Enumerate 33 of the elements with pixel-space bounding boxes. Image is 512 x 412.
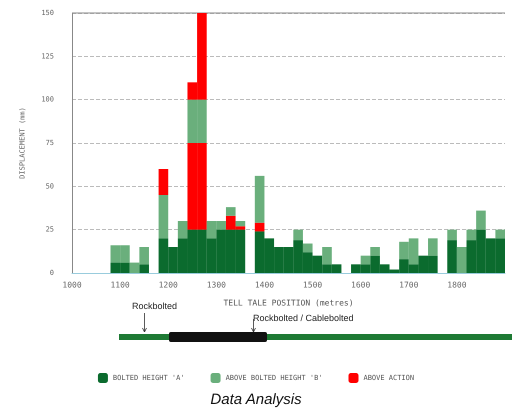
bar bbox=[428, 238, 438, 256]
bar bbox=[447, 230, 457, 240]
bar bbox=[476, 210, 486, 230]
text: Rockbolted bbox=[132, 301, 178, 311]
bar bbox=[139, 264, 149, 273]
bar bbox=[158, 195, 168, 238]
bar bbox=[456, 247, 467, 273]
x-tick-label: 1500 bbox=[302, 280, 322, 290]
bar bbox=[254, 176, 264, 223]
x-tick-label: 1600 bbox=[351, 280, 370, 290]
bar bbox=[302, 244, 313, 252]
bar bbox=[254, 222, 264, 232]
x-tick-label: 1800 bbox=[447, 280, 467, 290]
x-tick-label: 1300 bbox=[206, 280, 226, 290]
bar bbox=[322, 247, 332, 264]
bar bbox=[226, 207, 236, 216]
bar bbox=[495, 230, 505, 238]
bar bbox=[466, 230, 476, 240]
bar bbox=[360, 256, 370, 264]
x-tick-label: 1100 bbox=[110, 280, 130, 290]
x-tick-label: 1700 bbox=[399, 280, 419, 290]
x-axis-title: TELL TALE POSITION (metres) bbox=[223, 298, 354, 308]
text: Rockbolted / Cablebolted bbox=[253, 313, 354, 323]
x-tick-label: 1200 bbox=[158, 280, 178, 290]
text: Data Analysis bbox=[210, 391, 302, 408]
bar bbox=[447, 240, 457, 273]
bar bbox=[158, 169, 168, 195]
bar bbox=[178, 221, 188, 238]
bar bbox=[370, 247, 380, 256]
x-tick-label: 1000 bbox=[62, 280, 82, 290]
x-tick-label: 1400 bbox=[254, 280, 274, 290]
bar bbox=[236, 221, 246, 226]
bar bbox=[293, 230, 303, 240]
